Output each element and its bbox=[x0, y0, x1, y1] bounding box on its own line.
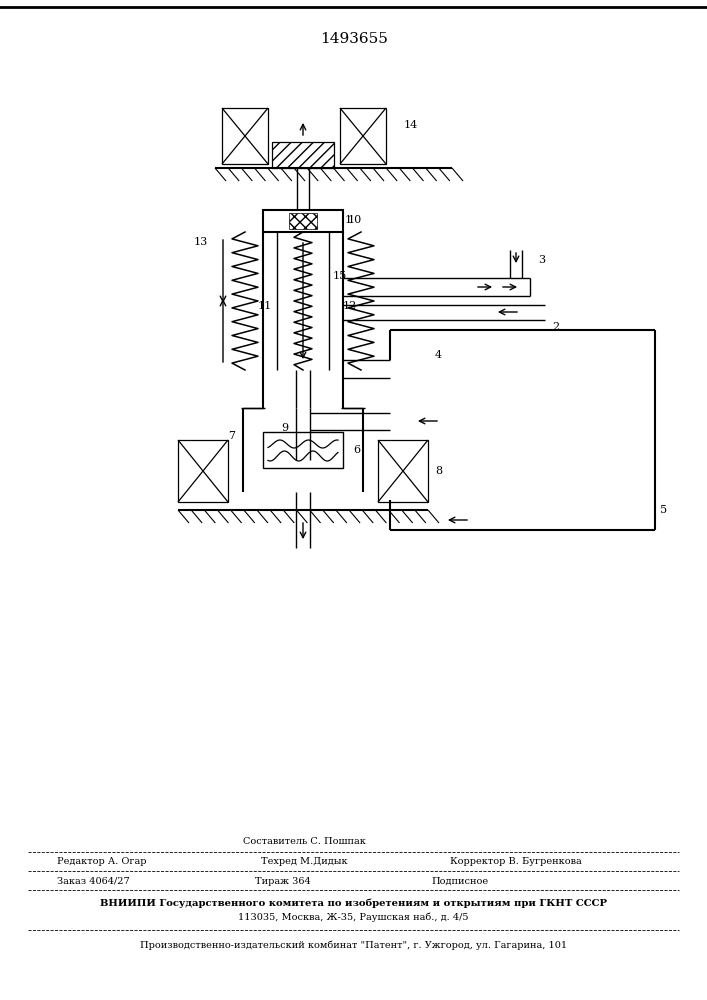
Text: Подписное: Подписное bbox=[431, 876, 488, 886]
Text: Производственно-издательский комбинат "Патент", г. Ужгород, ул. Гагарина, 101: Производственно-издательский комбинат "П… bbox=[140, 940, 567, 950]
Text: ВНИИПИ Государственного комитета по изобретениям и открытиям при ГКНТ СССР: ВНИИПИ Государственного комитета по изоб… bbox=[100, 898, 607, 908]
Text: 12: 12 bbox=[343, 301, 357, 311]
Text: 1493655: 1493655 bbox=[320, 32, 388, 46]
Text: 7: 7 bbox=[228, 431, 235, 441]
Text: Редактор А. Огар: Редактор А. Огар bbox=[57, 856, 146, 865]
Text: 113035, Москва, Ж-35, Раушская наб., д. 4/5: 113035, Москва, Ж-35, Раушская наб., д. … bbox=[238, 912, 469, 922]
Bar bbox=[178, 440, 228, 502]
Text: 15: 15 bbox=[333, 271, 347, 281]
Text: 11: 11 bbox=[258, 301, 272, 311]
Text: 8: 8 bbox=[435, 466, 442, 476]
Bar bbox=[289, 213, 317, 229]
Text: Тираж 364: Тираж 364 bbox=[255, 876, 310, 886]
Bar bbox=[263, 432, 343, 468]
Text: Заказ 4064/27: Заказ 4064/27 bbox=[57, 876, 129, 886]
Text: 9: 9 bbox=[281, 423, 288, 433]
Text: 1: 1 bbox=[345, 215, 352, 225]
Text: 13: 13 bbox=[194, 237, 208, 247]
Bar bbox=[222, 108, 268, 164]
Text: 4: 4 bbox=[435, 350, 442, 360]
Text: 10: 10 bbox=[348, 215, 362, 225]
Text: Техред М.Дидык: Техред М.Дидык bbox=[261, 856, 347, 865]
Bar bbox=[340, 108, 386, 164]
Text: Корректор В. Бугренкова: Корректор В. Бугренкова bbox=[450, 856, 582, 865]
Bar bbox=[263, 210, 343, 232]
Bar bbox=[378, 440, 428, 502]
Bar bbox=[265, 434, 341, 466]
Bar bbox=[272, 142, 334, 168]
Text: Составитель С. Пошпак: Составитель С. Пошпак bbox=[243, 838, 366, 846]
Text: 6: 6 bbox=[353, 445, 360, 455]
Text: 3: 3 bbox=[538, 255, 545, 265]
Text: 5: 5 bbox=[660, 505, 667, 515]
Text: 2: 2 bbox=[552, 322, 559, 332]
Text: 14: 14 bbox=[404, 120, 419, 130]
